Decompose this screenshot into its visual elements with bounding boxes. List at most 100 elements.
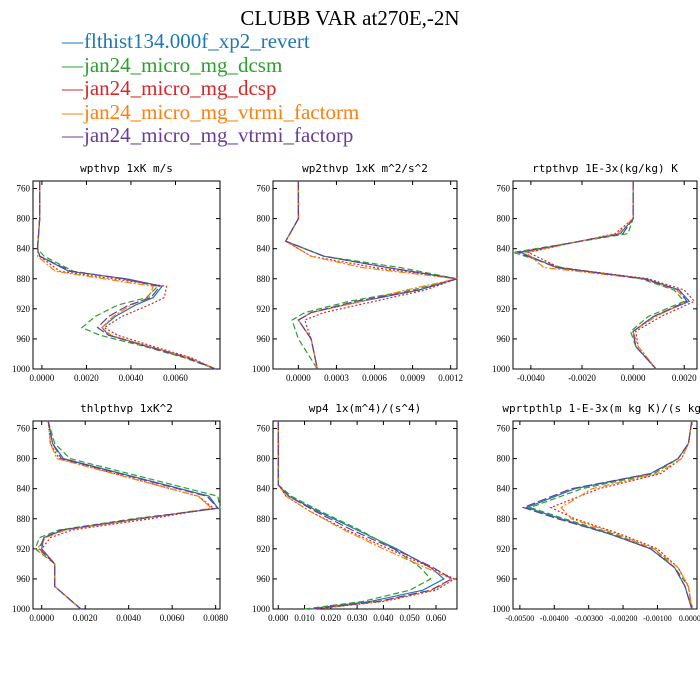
y-tick-label: 920: [17, 304, 31, 314]
y-tick-label: 840: [17, 484, 31, 494]
legend-swatch: —: [62, 76, 83, 100]
x-tick-label: 0.0020: [672, 373, 697, 383]
series-line: [41, 420, 219, 610]
x-tick-label: -0.00100: [643, 614, 672, 623]
y-tick-label: 760: [257, 424, 271, 434]
chart-panel: wp4 1x(m^4)/(s^4)76080084088092096010000…: [252, 402, 458, 623]
chart-panel: wpthvp 1xK m/s76080084088092096010000.00…: [12, 162, 221, 383]
series-line: [560, 420, 693, 610]
legend-label: jan24_micro_mg_vtrmi_factorm: [84, 99, 360, 124]
y-tick-label: 840: [257, 244, 271, 254]
x-tick-label: 0.050: [400, 613, 421, 623]
legend-entry: —jan24_micro_mg_dcsp: [62, 76, 359, 101]
y-tick-label: 760: [497, 184, 511, 194]
plot-frame: [272, 180, 458, 370]
y-tick-label: 960: [497, 334, 511, 344]
series-line: [284, 181, 458, 370]
y-tick-label: 960: [17, 334, 31, 344]
series-line: [36, 181, 216, 370]
x-tick-label: 0.020: [321, 613, 342, 623]
legend-swatch: —: [62, 52, 83, 77]
legend-label: jan24_micro_mg_dcsp: [84, 76, 277, 100]
y-tick-label: 920: [497, 304, 511, 314]
x-tick-label: -0.00200: [609, 614, 638, 623]
series-line: [36, 181, 216, 370]
legend-label: flthist134.000f_xp2_revert: [84, 29, 310, 53]
plot-frame: [32, 180, 221, 370]
x-tick-label: 0.0060: [163, 373, 188, 383]
x-tick-label: -0.00500: [506, 614, 535, 623]
legend-swatch: —: [62, 29, 83, 53]
y-tick-label: 880: [17, 274, 31, 284]
x-tick-label: 0.0006: [362, 373, 387, 383]
y-tick-label: 880: [257, 274, 271, 284]
y-tick-label: 960: [497, 574, 511, 584]
x-tick-label: 0.0000: [621, 373, 646, 383]
series-line: [528, 420, 693, 610]
legend: —flthist134.000f_xp2_revert —jan24_micro…: [62, 29, 360, 148]
chart-panel: wprtpthlp 1-E-3x(m kg K)/(s kg) 760 800 840…: [492, 402, 700, 623]
legend-label: jan24_micro_mg_dcsm: [84, 52, 283, 77]
legend-label: jan24_micro_mg_vtrmi_factorp: [84, 123, 354, 147]
y-tick-label: 760: [497, 424, 511, 434]
x-tick-label: -0.00400: [540, 614, 569, 623]
series-line: [36, 181, 216, 370]
legend-swatch: —: [62, 99, 83, 124]
y-tick-label: 1000: [492, 604, 511, 614]
chart-title: thlpthvp 1xK^2: [80, 402, 173, 415]
x-tick-label: 0.0060: [160, 613, 185, 623]
y-tick-label: 920: [497, 544, 511, 554]
y-tick-label: 880: [497, 274, 511, 284]
page-title: CLUBB VAR at270E,-2N: [240, 6, 460, 30]
series-line: [277, 421, 453, 610]
y-tick-label: 800: [17, 454, 31, 464]
y-tick-label: 760: [257, 184, 271, 194]
y-tick-label: 880: [497, 514, 511, 524]
legend-entry: —jan24_micro_mg_vtrmi_factorm: [62, 99, 360, 125]
y-tick-label: 880: [17, 514, 31, 524]
y-tick-label: 760: [17, 184, 31, 194]
series-line: [277, 421, 432, 610]
legend-swatch: —: [62, 123, 83, 147]
y-tick-label: 1000: [252, 364, 271, 374]
x-tick-label: 0.0012: [438, 373, 463, 383]
y-tick-label: 840: [17, 244, 31, 254]
series-line: [34, 420, 221, 610]
chart-panel: wp2thvp 1xK m^2/s^2 760 800 840 880 920 960 100…: [252, 162, 463, 383]
chart-panel: thlpthvp 1xK^276080084088092096010000.00…: [12, 402, 229, 623]
y-tick-label: 920: [257, 304, 271, 314]
series-line: [36, 420, 213, 610]
series-line: [284, 181, 458, 370]
y-tick-label: 1000: [12, 364, 31, 374]
x-tick-label: 0.0020: [73, 613, 98, 623]
y-tick-label: 800: [17, 214, 31, 224]
x-tick-label: 0.0020: [74, 373, 99, 383]
series-line: [284, 181, 458, 370]
x-tick-label: -0.0020: [568, 373, 596, 383]
x-tick-label: 0.0000: [286, 373, 311, 383]
legend-entry: —flthist134.000f_xp2_revert: [62, 29, 359, 54]
x-tick-label: 0.040: [373, 613, 394, 623]
x-tick-label: 0.0040: [119, 373, 144, 383]
plot-frame: [32, 420, 221, 610]
series-line: [524, 181, 688, 370]
y-tick-label: 800: [257, 454, 271, 464]
y-tick-label: 1000: [492, 364, 511, 374]
y-tick-label: 960: [257, 334, 271, 344]
series-line: [36, 181, 216, 370]
x-tick-label: 0.030: [347, 613, 368, 623]
x-tick-label: 0.000: [268, 613, 289, 623]
x-tick-label: 0.010: [294, 613, 315, 623]
y-tick-label: 1000: [12, 604, 31, 614]
series-line: [549, 420, 693, 610]
y-tick-label: 960: [257, 574, 271, 584]
series-line: [521, 420, 693, 610]
chart-title: wprtpthlp 1-E-3x(m kg K)/(s kg): [502, 402, 700, 415]
x-tick-label: 0.0009: [400, 373, 425, 383]
chart-panel: rtpthvp 1E-3x(kg/kg) K 760 800 840 880 920 960…: [492, 162, 698, 383]
series-line: [526, 181, 696, 370]
y-tick-label: 960: [17, 574, 31, 584]
y-tick-label: 760: [17, 424, 31, 434]
